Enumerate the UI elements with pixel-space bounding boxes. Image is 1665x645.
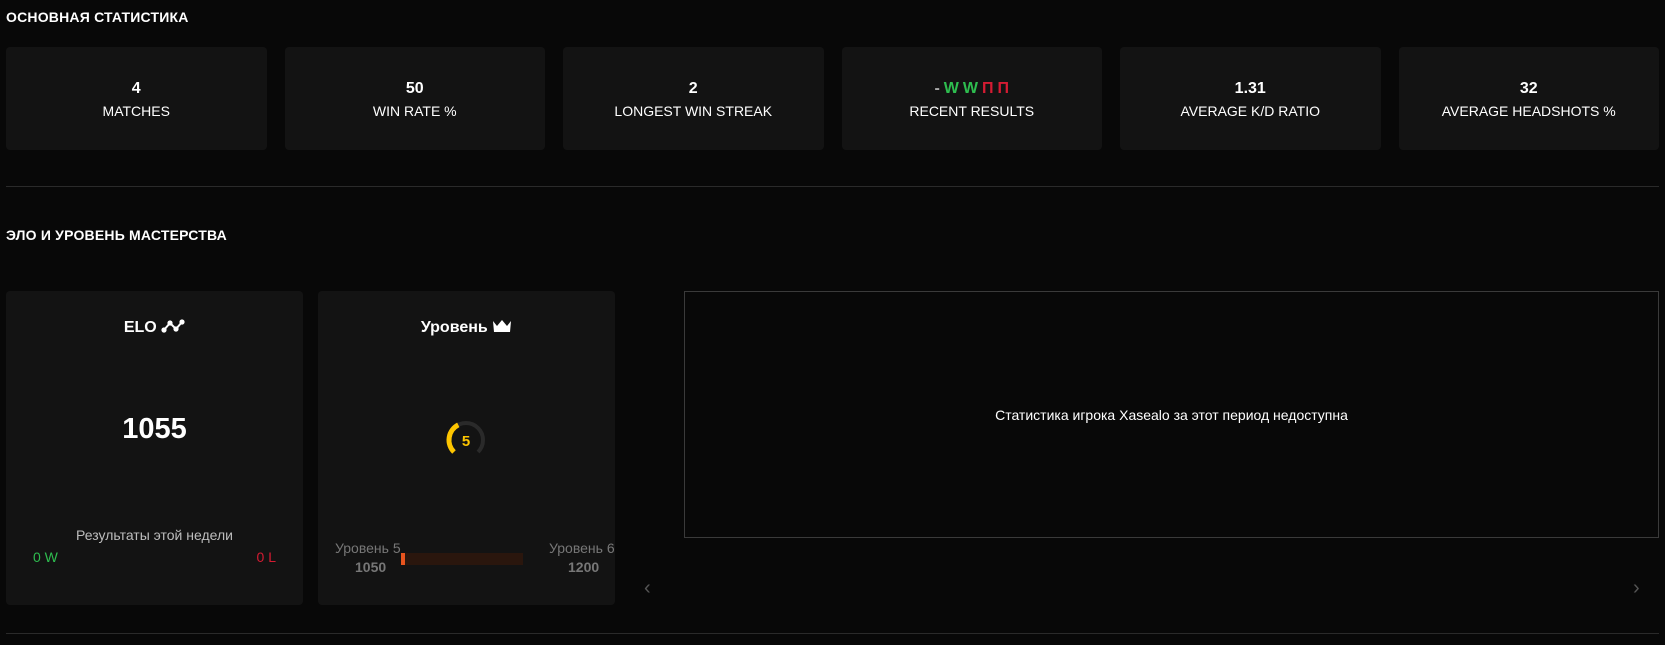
main-stats-title: ОСНОВНАЯ СТАТИСТИКА: [6, 9, 189, 25]
week-results-label: Результаты этой недели: [76, 527, 233, 543]
stat-cards: 4 MATCHES 50 WIN RATE % 2 LONGEST WIN STREA…: [6, 47, 1659, 150]
stat-label: AVERAGE K/D RATIO: [1180, 102, 1320, 119]
level-from-elo: 1050: [355, 559, 387, 575]
chevron-left-icon[interactable]: ‹: [644, 577, 651, 599]
stat-value: 50: [405, 79, 424, 97]
stat-card-kd: 1.31 AVERAGE K/D RATIO: [1120, 47, 1381, 150]
stat-label: MATCHES: [102, 102, 170, 119]
stat-value: 1.31: [1234, 79, 1266, 97]
level-title: Уровень: [318, 319, 615, 337]
week-losses: 0 L: [256, 549, 276, 565]
level-progress-fill: [401, 553, 406, 565]
recent-result: -: [934, 79, 940, 97]
recent-result: W: [943, 79, 959, 97]
stat-label: WIN RATE %: [372, 102, 457, 119]
stat-card-longest-streak: 2 LONGEST WIN STREAK: [563, 47, 824, 150]
stat-value: 2: [688, 79, 698, 97]
stat-value: 32: [1519, 79, 1538, 97]
level-title-text: Уровень: [420, 319, 488, 336]
level-badge: 5: [446, 421, 485, 454]
stat-value: 4: [131, 79, 141, 97]
week-wins: 0 W: [33, 549, 58, 565]
trend-line-icon: [161, 319, 185, 333]
level-panel: Уровень 5 Уровень 5 1050 Уровень 6 1200: [318, 291, 615, 605]
elo-chart-area: Статистика игрока Xasealo за этот период…: [684, 291, 1659, 538]
stat-label: AVERAGE HEADSHOTS %: [1441, 102, 1616, 119]
crown-icon: [493, 320, 512, 332]
level-to-elo: 1200: [568, 559, 600, 575]
elo-title-text: ELO: [123, 319, 157, 336]
stat-card-win-rate: 50 WIN RATE %: [284, 47, 545, 150]
stat-card-headshots: 32 AVERAGE HEADSHOTS %: [1398, 47, 1659, 150]
recent-result: W: [962, 79, 979, 97]
divider: [6, 633, 1659, 634]
elo-value: 1055: [122, 413, 187, 445]
chevron-right-icon[interactable]: ›: [1633, 577, 1640, 599]
elo-panel: ELO 1055 Результаты этой недели 0 W 0 L: [6, 291, 303, 605]
level-to-label: Уровень 6: [549, 540, 615, 556]
stat-card-recent-results: - W W П П RECENT RESULTS: [841, 47, 1102, 150]
elo-section-title: ЭЛО И УРОВЕНЬ МАСТЕРСТВА: [6, 227, 227, 243]
stat-label: LONGEST WIN STREAK: [614, 102, 773, 119]
stat-card-matches: 4 MATCHES: [6, 47, 267, 150]
stat-label: RECENT RESULTS: [909, 102, 1035, 119]
recent-result: П: [982, 79, 994, 97]
recent-result: П: [997, 79, 1010, 97]
level-number: 5: [462, 433, 470, 450]
chart-unavailable-message: Статистика игрока Xasealo за этот период…: [995, 406, 1348, 423]
elo-title: ELO: [6, 319, 303, 337]
level-ring-progress: [446, 422, 460, 454]
level-from-label: Уровень 5: [335, 540, 401, 556]
divider: [6, 186, 1659, 187]
level-progress-bar: [401, 553, 523, 565]
